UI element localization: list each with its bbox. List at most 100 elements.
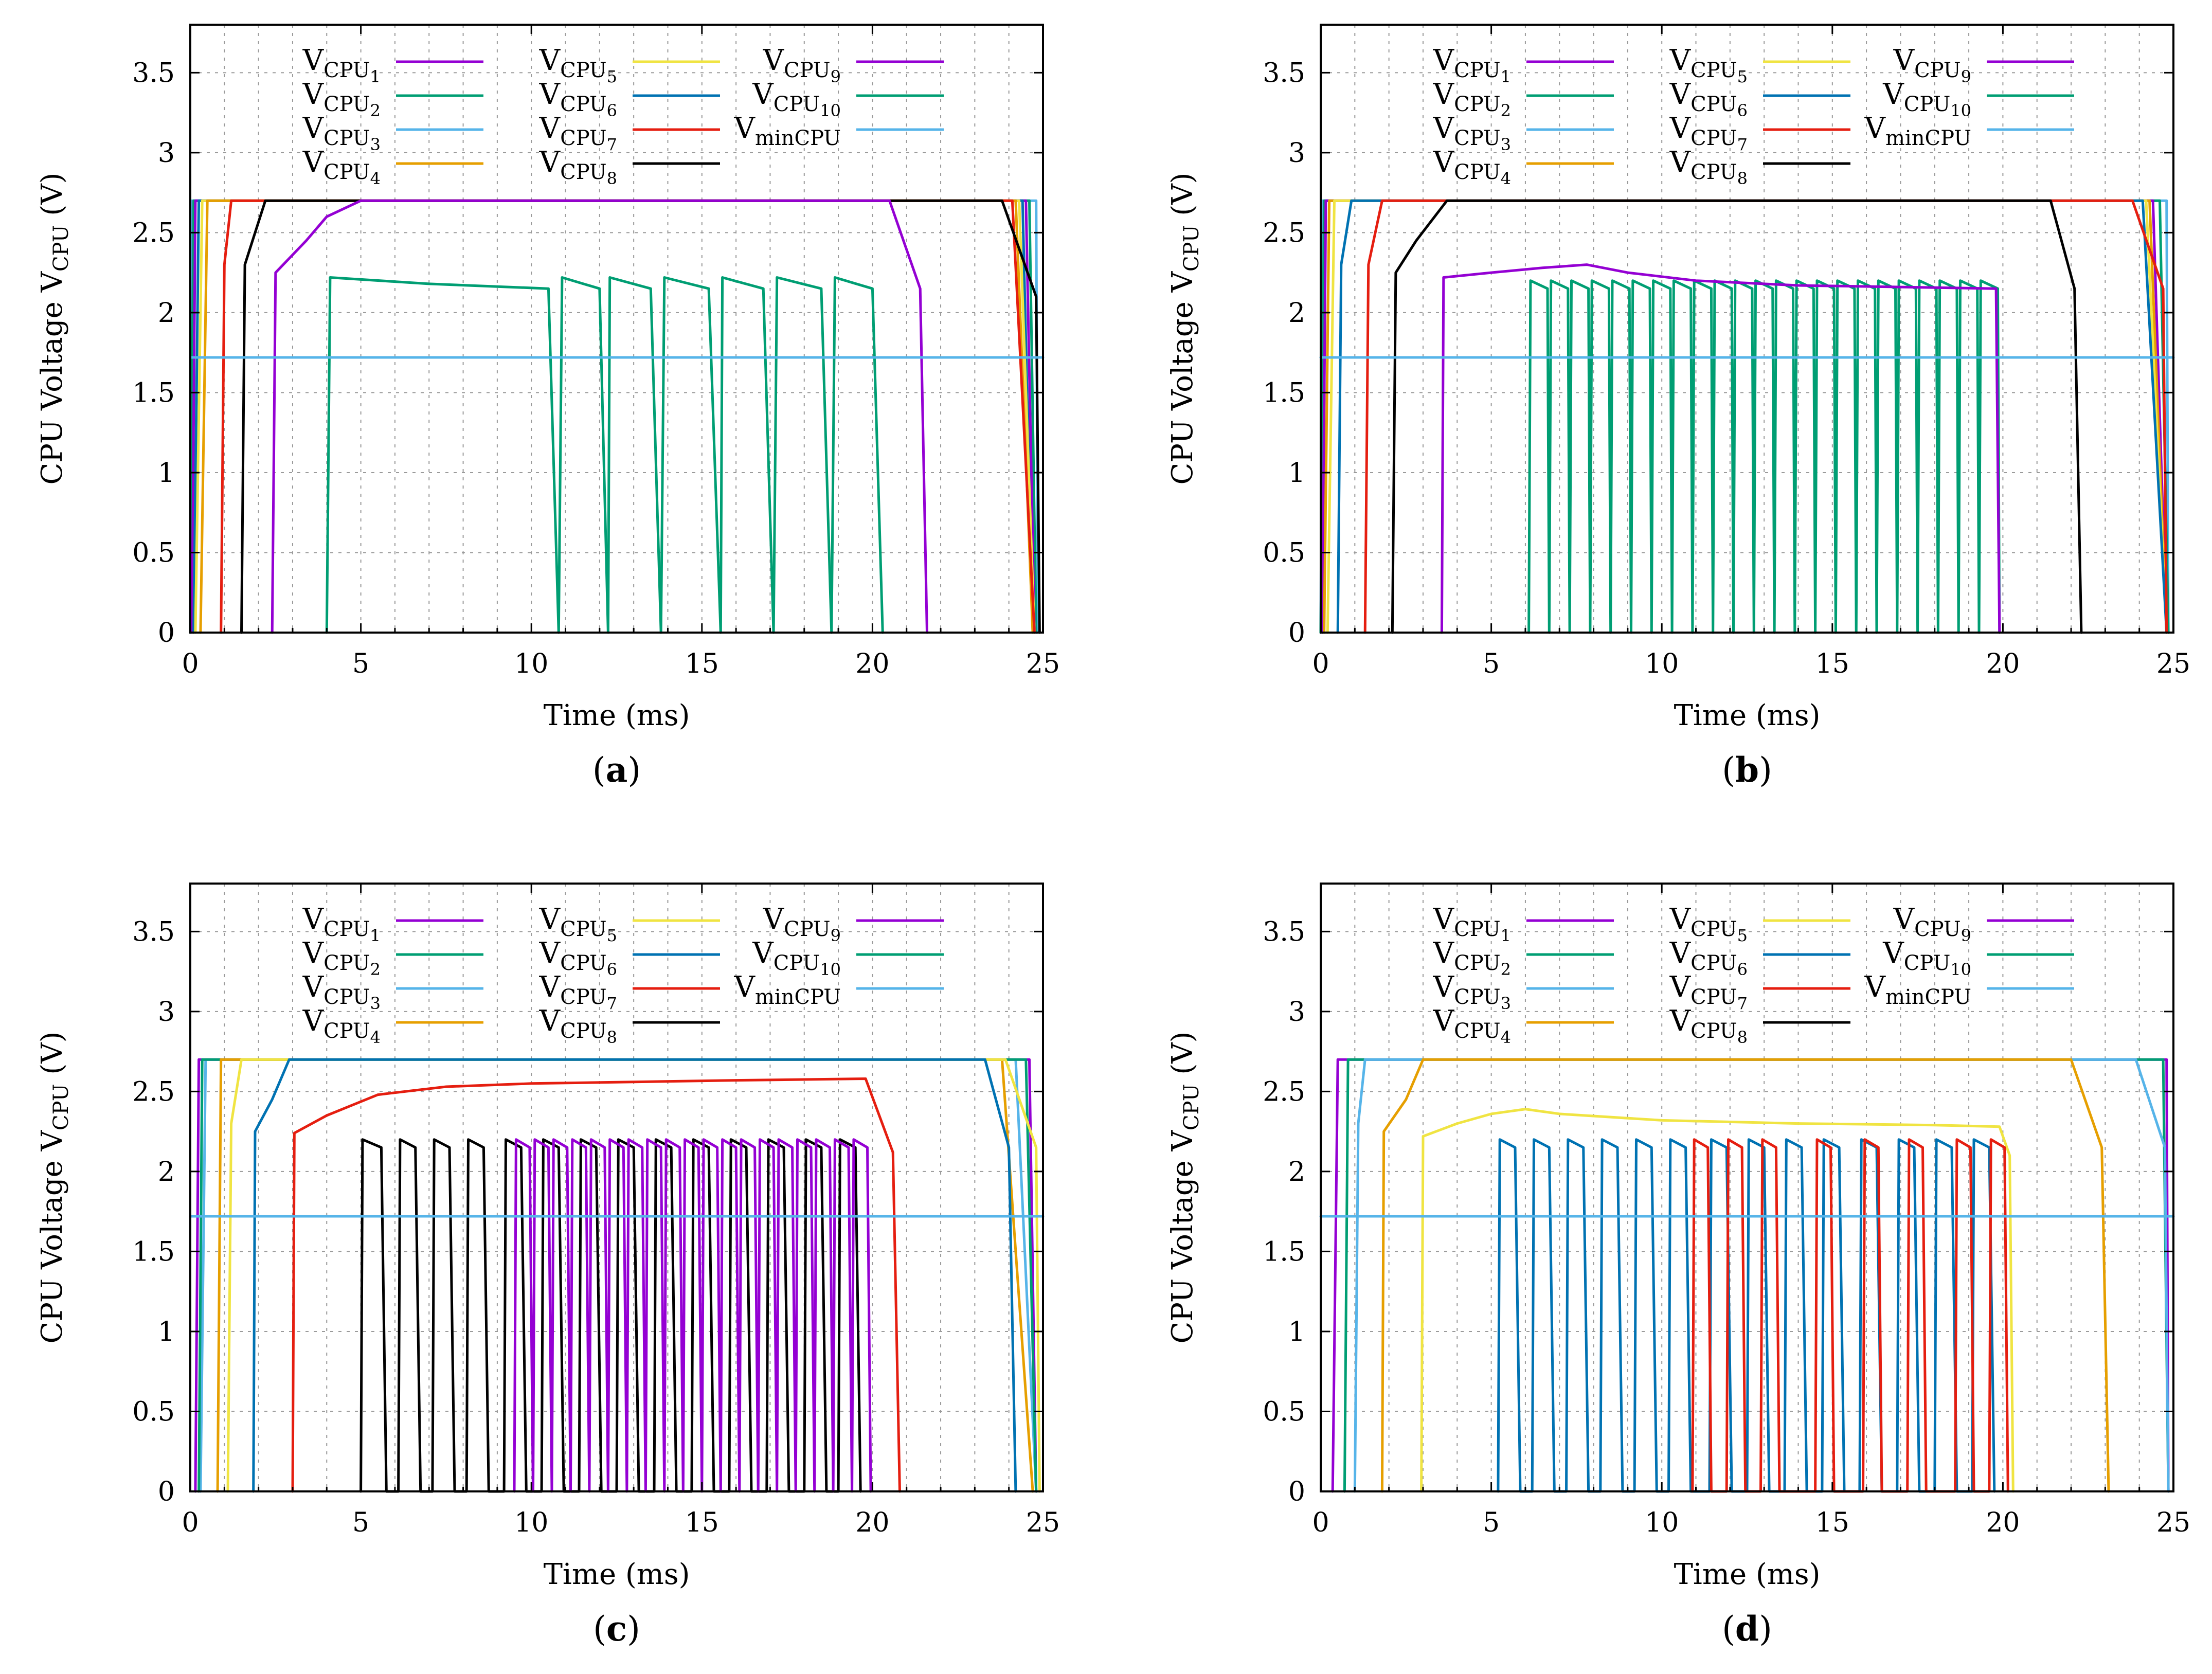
legend-label: VCPU5 <box>539 44 617 86</box>
y-tick-label: 0.5 <box>132 537 175 568</box>
panel-label-letter: b <box>1735 750 1759 790</box>
legend-label-index: 1 <box>370 67 381 86</box>
legend-label-sub: CPU <box>560 951 607 975</box>
y-axis-title: CPU Voltage VCPU (V) <box>1166 172 1203 484</box>
legend-label-main: V <box>1882 78 1904 111</box>
y-tick-label: 3 <box>1288 997 1305 1028</box>
legend: VCPU1VCPU2VCPU3VCPU4VCPU5VCPU6VCPU7VCPU8… <box>1433 44 2074 188</box>
legend-label-sub: CPU <box>1454 951 1501 975</box>
legend-label-main: V <box>1669 970 1692 1004</box>
y-tick-label: 1 <box>1288 458 1305 489</box>
legend-label: VCPU8 <box>1669 146 1748 188</box>
y-axis-title-unit: (V) <box>35 172 69 225</box>
series-line-vcpu2 <box>1343 1058 2170 1493</box>
legend-label-main: V <box>1882 937 1904 970</box>
legend-label-sub: CPU <box>323 160 370 184</box>
legend-label-sub: CPU <box>1691 160 1737 184</box>
y-tick-label: 2 <box>158 298 175 329</box>
legend-label-sub: CPU <box>1454 93 1501 116</box>
series-line-vcpu5 <box>1326 199 2168 634</box>
x-tick-label: 5 <box>1483 649 1500 679</box>
x-tick-label: 10 <box>1645 1507 1679 1538</box>
y-tick-label: 3.5 <box>1263 58 1305 88</box>
legend-label-index: 8 <box>1737 169 1748 188</box>
legend-label-index: 3 <box>1501 135 1511 154</box>
y-axis-title-sub: CPU <box>1180 1084 1203 1130</box>
y-tick-label: 3 <box>158 997 175 1028</box>
series-line-vcpu2 <box>1527 279 2001 634</box>
legend-label-index: 3 <box>370 994 381 1013</box>
y-axis-title-sub: CPU <box>49 1084 73 1130</box>
legend-label-index: 4 <box>1501 169 1511 188</box>
legend-label: VCPU10 <box>1882 937 1971 979</box>
legend-label-main: V <box>302 44 325 77</box>
legend-label: VCPU7 <box>1669 970 1748 1013</box>
panel-label: (c) <box>593 1609 640 1649</box>
x-tick-label: 25 <box>1026 1507 1060 1538</box>
legend: VCPU1VCPU2VCPU3VCPU4VCPU5VCPU6VCPU7VCPU8… <box>302 903 944 1047</box>
legend-label-sub: minCPU <box>755 985 841 1009</box>
legend-label-main: V <box>1433 937 1455 970</box>
legend-label-index: 8 <box>607 1028 617 1047</box>
legend-label: VCPU8 <box>539 146 617 188</box>
legend-label-sub: CPU <box>1904 951 1951 975</box>
legend-label-main: V <box>1669 1004 1692 1038</box>
legend-label-index: 7 <box>1737 994 1748 1013</box>
legend-label-index: 9 <box>1961 926 1971 945</box>
legend-label-index: 6 <box>607 101 617 120</box>
y-tick-label: 2.5 <box>1263 1076 1305 1107</box>
legend-label-sub: CPU <box>560 127 607 150</box>
legend-label-sub: CPU <box>1914 917 1961 941</box>
y-tick-label: 2.5 <box>132 1076 175 1107</box>
legend-label: VCPU10 <box>752 937 841 979</box>
series-line-vcpu1 <box>271 199 928 634</box>
legend-label-sub: CPU <box>1454 985 1501 1009</box>
legend: VCPU1VCPU2VCPU3VCPU4VCPU5VCPU6VCPU7VCPU8… <box>302 44 944 188</box>
panel-label-open: ( <box>1722 750 1735 790</box>
legend-label: VCPU2 <box>1433 937 1511 979</box>
x-axis-title: Time (ms) <box>544 699 690 732</box>
plot-frame <box>1320 883 2174 1492</box>
panel-label-open: ( <box>1722 1609 1735 1649</box>
series-line-vcpu7 <box>1363 199 2168 634</box>
legend-label-sub: minCPU <box>755 127 841 150</box>
legend-label-index: 5 <box>607 926 617 945</box>
legend-label-index: 9 <box>1961 67 1971 86</box>
legend-label: VCPU9 <box>763 44 841 86</box>
panel-label: (a) <box>592 750 641 790</box>
legend-label-sub: CPU <box>323 59 370 82</box>
legend-label-index: 6 <box>1737 960 1748 979</box>
legend-label: VCPU9 <box>1893 44 1971 86</box>
y-tick-label: 3 <box>1288 138 1305 169</box>
legend-label-sub: CPU <box>784 59 831 82</box>
legend-label: VCPU10 <box>1882 78 1971 120</box>
series-line-vcpu4 <box>1323 199 2168 634</box>
legend-label: VCPU1 <box>1433 44 1511 86</box>
legend-label-main: V <box>1433 112 1455 145</box>
legend-label-sub: CPU <box>560 160 607 184</box>
x-tick-label: 0 <box>182 1507 199 1538</box>
legend-label: VminCPU <box>734 970 841 1009</box>
legend-label-index: 5 <box>1737 67 1748 86</box>
y-axis-title-unit: (V) <box>1166 1031 1199 1084</box>
y-axis-title-main: CPU Voltage V <box>1166 1129 1199 1343</box>
legend-label-sub: CPU <box>1691 93 1737 116</box>
panel-label: (b) <box>1722 750 1772 790</box>
y-tick-label: 0 <box>158 618 175 649</box>
y-tick-label: 0.5 <box>1263 537 1305 568</box>
legend-label-index: 4 <box>1501 1028 1511 1047</box>
legend-label-sub: CPU <box>784 917 831 941</box>
x-tick-label: 10 <box>1645 649 1679 679</box>
legend-label: VminCPU <box>734 112 841 150</box>
legend-label-sub: minCPU <box>1885 127 1971 150</box>
y-tick-label: 3 <box>158 138 175 169</box>
legend-label-index: 6 <box>607 960 617 979</box>
legend-label-main: V <box>539 903 561 936</box>
legend-label: VCPU10 <box>752 78 841 120</box>
legend-label-index: 8 <box>1737 1028 1748 1047</box>
series-line-vcpu5 <box>194 199 1036 634</box>
panel-label-close: ) <box>1759 750 1772 790</box>
series-line-vcpu7 <box>291 1077 901 1493</box>
legend-label-sub: CPU <box>1454 160 1501 184</box>
